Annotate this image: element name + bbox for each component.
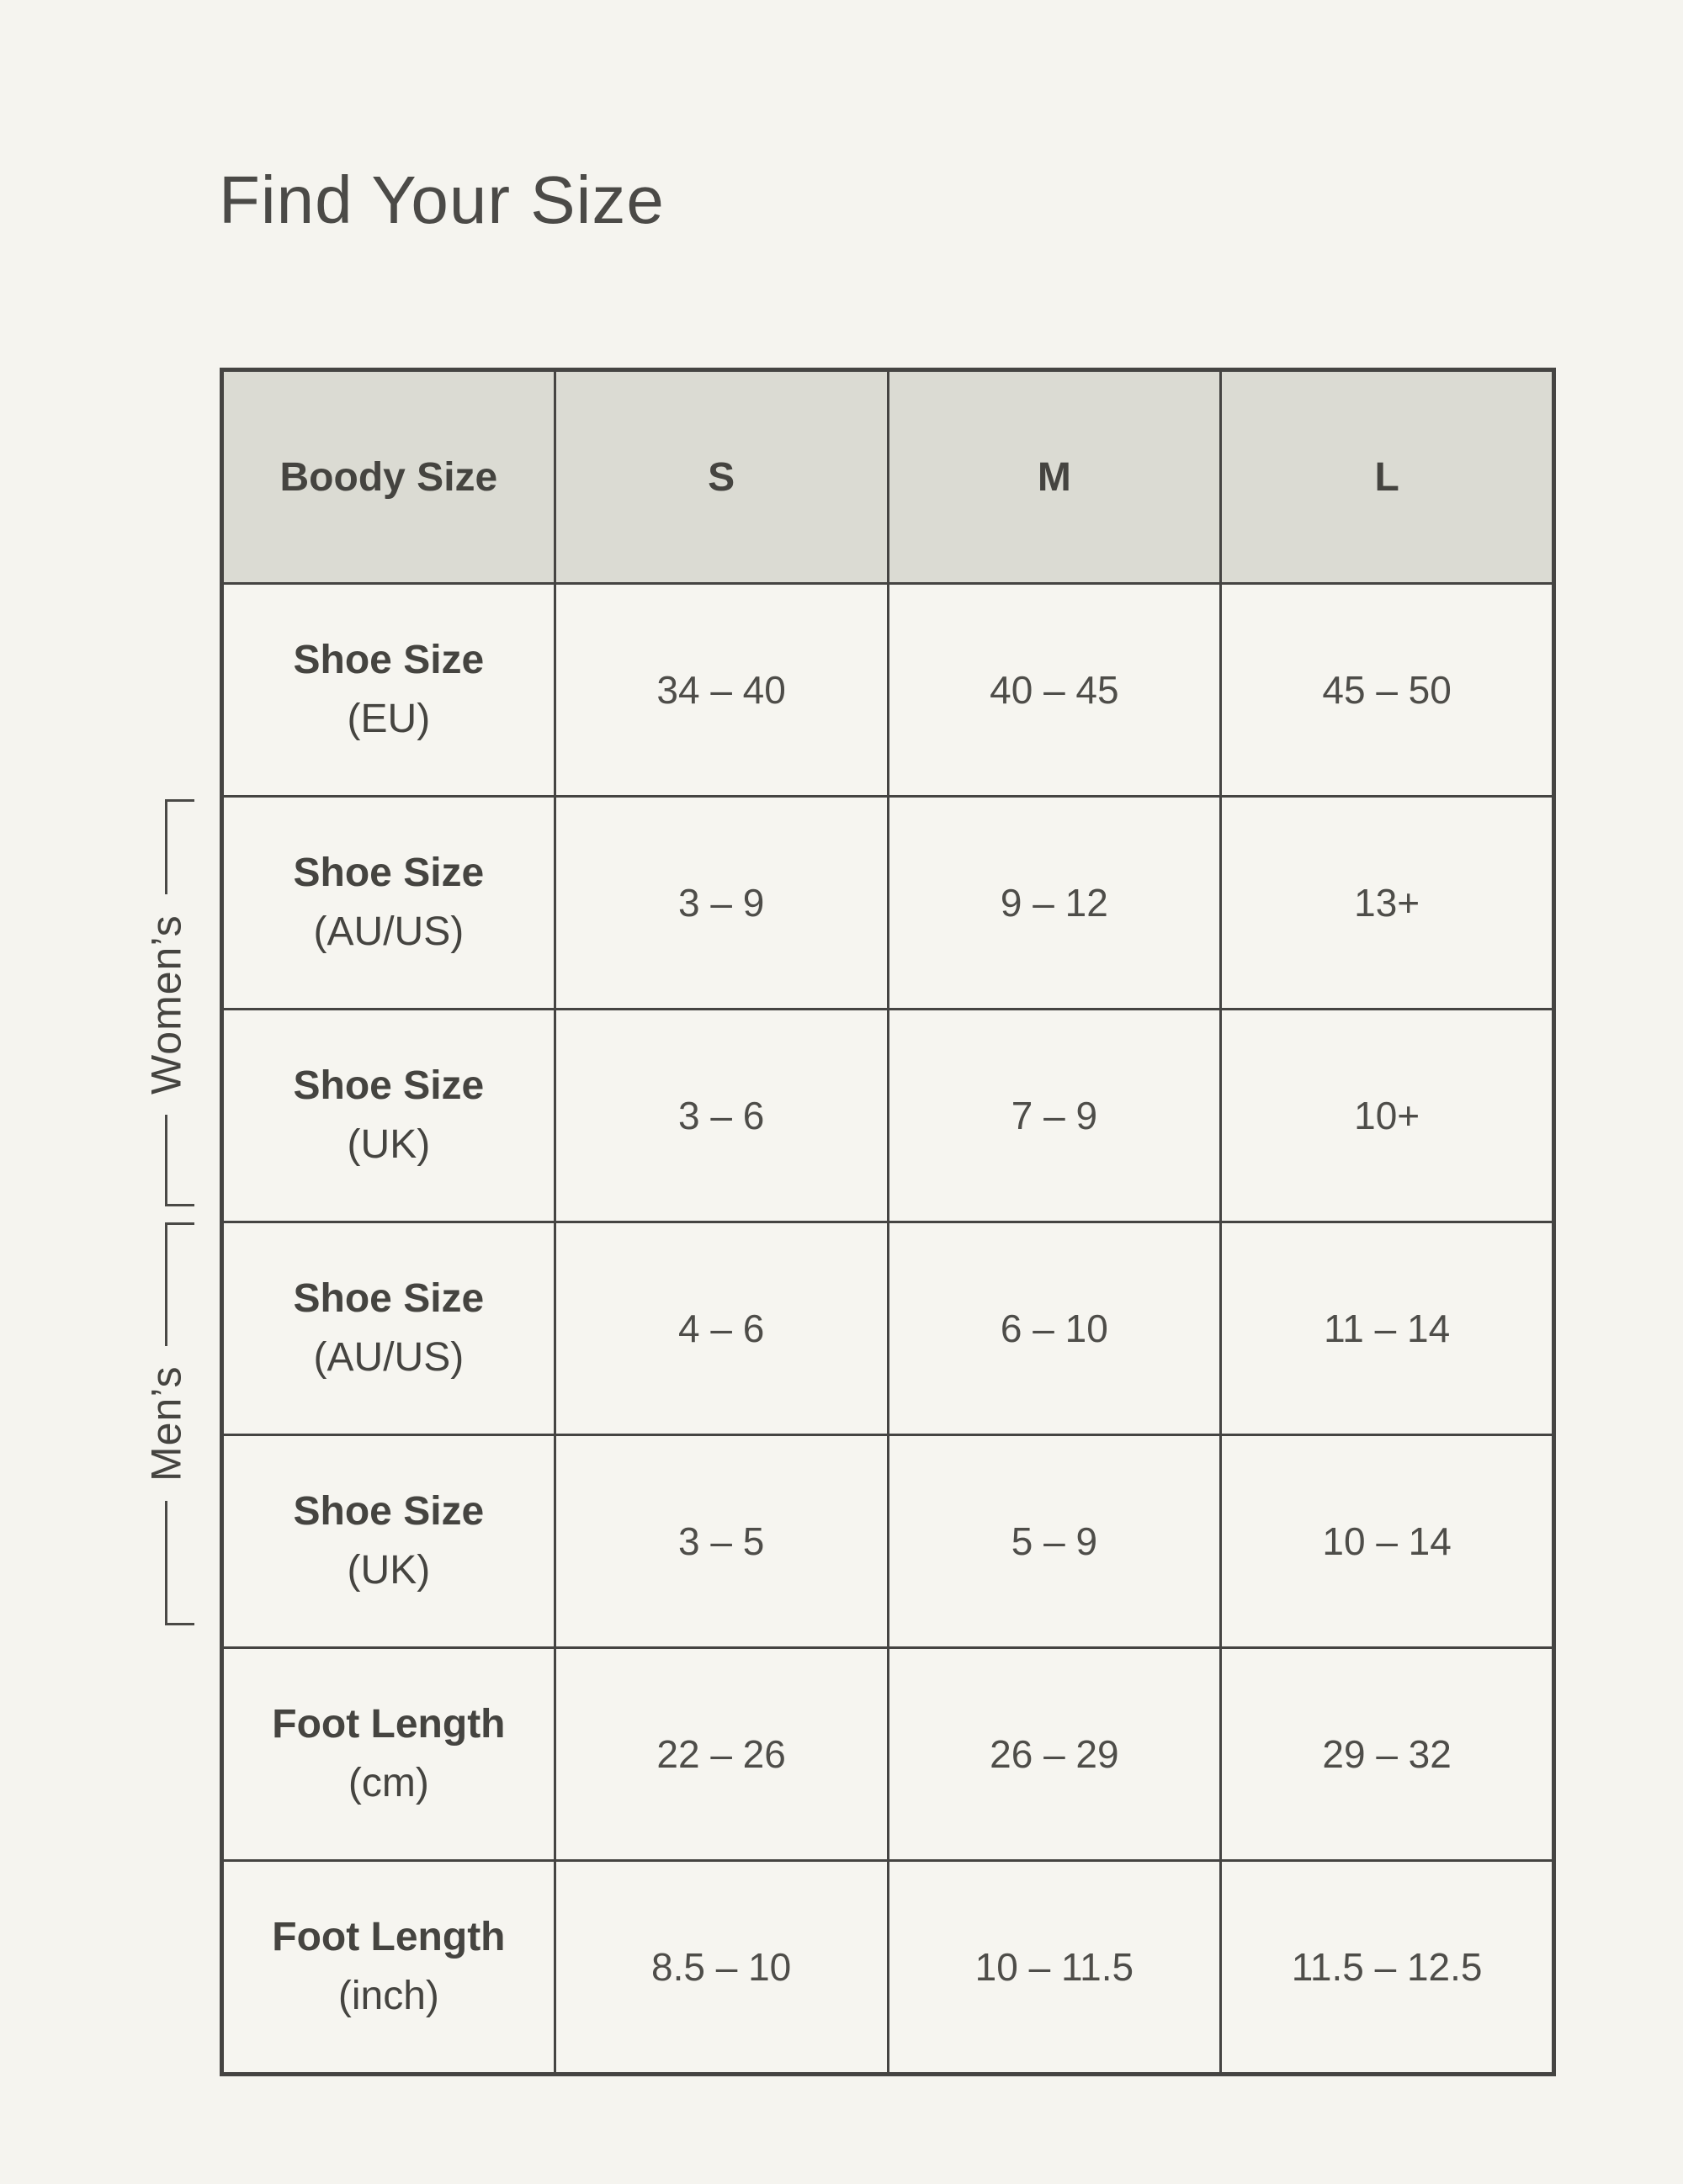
page-title: Find Your Size xyxy=(219,162,665,237)
value-cell: 7 – 9 xyxy=(886,1008,1223,1223)
row-shoe-size-eu: Shoe Size (EU) 34 – 40 40 – 45 45 – 50 xyxy=(220,582,1555,798)
row-label-unit: (EU) xyxy=(347,697,431,741)
row-label-unit: (AU/US) xyxy=(313,909,465,954)
header-cell-size-s: S xyxy=(553,368,889,585)
value-cell: 29 – 32 xyxy=(1219,1646,1555,1862)
value-cell: 40 – 45 xyxy=(886,582,1223,798)
row-mens-shoe-size-au-us: Shoe Size (AU/US) 4 – 6 6 – 10 11 – 14 xyxy=(220,1221,1555,1436)
row-label-text: Shoe Size xyxy=(293,851,485,896)
row-label-text: Shoe Size xyxy=(293,1063,485,1109)
row-label-text: Foot Length xyxy=(272,1915,506,1960)
value-cell: 3 – 5 xyxy=(553,1434,889,1649)
size-chart-table: Boody Size S M L Shoe Size (EU) 34 – 40 … xyxy=(220,368,1556,2076)
row-womens-shoe-size-uk: Shoe Size (UK) 3 – 6 7 – 9 10+ xyxy=(220,1008,1555,1223)
value-cell: 9 – 12 xyxy=(886,795,1223,1010)
value-cell: 11.5 – 12.5 xyxy=(1219,1859,1555,2075)
value-cell: 3 – 6 xyxy=(553,1008,889,1223)
value-cell: 45 – 50 xyxy=(1219,582,1555,798)
value-cell: 34 – 40 xyxy=(553,582,889,798)
value-cell: 26 – 29 xyxy=(886,1646,1223,1862)
row-label-cell: Foot Length (inch) xyxy=(220,1859,556,2075)
row-womens-shoe-size-au-us: Shoe Size (AU/US) 3 – 9 9 – 12 13+ xyxy=(220,795,1555,1010)
row-label-cell: Shoe Size (AU/US) xyxy=(220,795,556,1010)
value-cell: 10+ xyxy=(1219,1008,1555,1223)
row-label-text: Shoe Size xyxy=(293,1276,485,1322)
header-cell-size-l: L xyxy=(1219,368,1555,585)
row-label-unit: (cm) xyxy=(348,1761,429,1805)
value-cell: 8.5 – 10 xyxy=(553,1859,889,2075)
value-cell: 6 – 10 xyxy=(886,1221,1223,1436)
row-label-unit: (UK) xyxy=(347,1548,431,1593)
womens-group-label: Women’s xyxy=(142,894,190,1115)
row-label-unit: (inch) xyxy=(337,1974,439,2018)
row-label-cell: Shoe Size (UK) xyxy=(220,1008,556,1223)
row-foot-length-inch: Foot Length (inch) 8.5 – 10 10 – 11.5 11… xyxy=(220,1859,1555,2075)
row-label-cell: Foot Length (cm) xyxy=(220,1646,556,1862)
row-mens-shoe-size-uk: Shoe Size (UK) 3 – 5 5 – 9 10 – 14 xyxy=(220,1434,1555,1649)
mens-group-label: Men’s xyxy=(142,1346,190,1501)
row-label-cell: Shoe Size (UK) xyxy=(220,1434,556,1649)
row-label-unit: (AU/US) xyxy=(313,1335,465,1380)
value-cell: 13+ xyxy=(1219,795,1555,1010)
row-label-text: Shoe Size xyxy=(293,1489,485,1535)
row-label-text: Shoe Size xyxy=(293,638,485,683)
value-cell: 3 – 9 xyxy=(553,795,889,1010)
header-cell-boody-size: Boody Size xyxy=(220,368,556,585)
row-label-text: Foot Length xyxy=(272,1702,506,1747)
value-cell: 10 – 14 xyxy=(1219,1434,1555,1649)
row-label-unit: (UK) xyxy=(347,1122,431,1167)
header-cell-size-m: M xyxy=(886,368,1223,585)
value-cell: 22 – 26 xyxy=(553,1646,889,1862)
value-cell: 4 – 6 xyxy=(553,1221,889,1436)
value-cell: 10 – 11.5 xyxy=(886,1859,1223,2075)
value-cell: 11 – 14 xyxy=(1219,1221,1555,1436)
table-header-row: Boody Size S M L xyxy=(220,368,1555,585)
row-label-cell: Shoe Size (EU) xyxy=(220,582,556,798)
row-label-cell: Shoe Size (AU/US) xyxy=(220,1221,556,1436)
value-cell: 5 – 9 xyxy=(886,1434,1223,1649)
row-foot-length-cm: Foot Length (cm) 22 – 26 26 – 29 29 – 32 xyxy=(220,1646,1555,1862)
